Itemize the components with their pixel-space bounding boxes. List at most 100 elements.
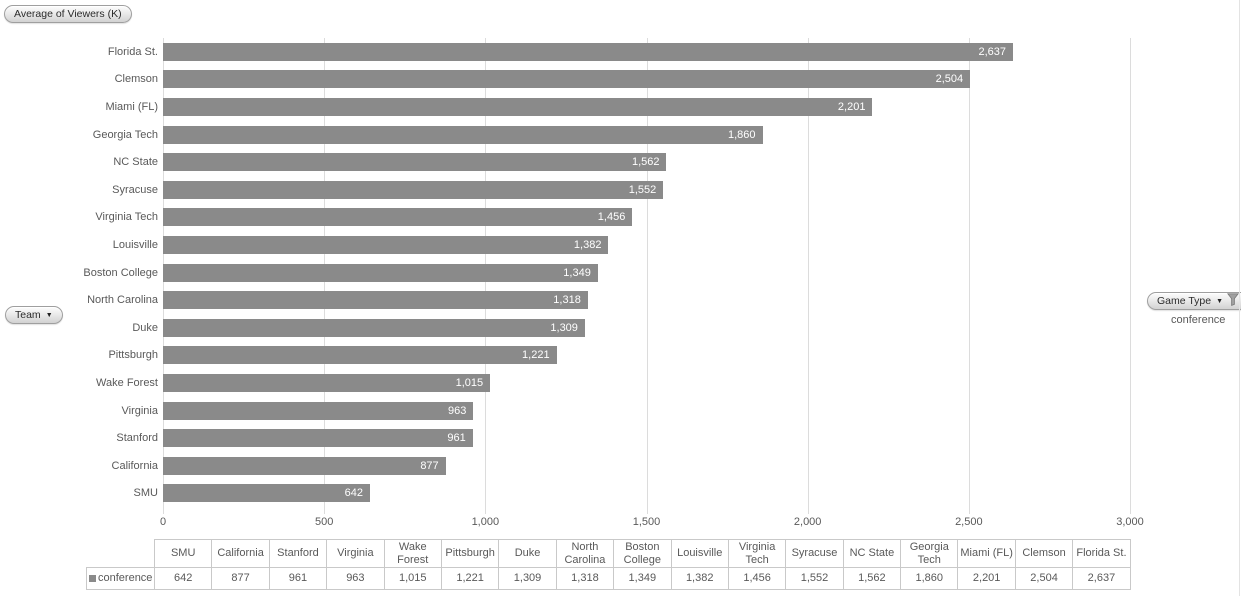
legend-entry-label: conference [1171, 314, 1226, 326]
bar[interactable]: 642 [163, 484, 370, 503]
bar-data-label: 877 [420, 459, 439, 472]
category-label: Clemson [114, 73, 158, 86]
x-axis-tick-label: 3,000 [1116, 516, 1144, 528]
table-header-cell: Louisville [670, 538, 729, 569]
bar-data-label: 1,309 [550, 321, 578, 334]
table-header-cell: North Carolina [555, 538, 615, 569]
table-header-cell: Syracuse [785, 538, 844, 569]
bar-series: 2,637 2,504 2,201 1,860 1,562 1,552 1,456 1,382… [163, 38, 1130, 507]
bar-row: 1,349 [163, 259, 1130, 287]
table-value-cell: 1,456 [727, 567, 787, 591]
bar[interactable]: 2,637 [163, 42, 1013, 61]
table-value-cell: 1,015 [383, 567, 442, 591]
table-value-cell: 2,504 [1014, 567, 1074, 591]
bar[interactable]: 1,382 [163, 235, 609, 254]
bar[interactable]: 961 [163, 429, 473, 448]
bar[interactable]: 1,562 [163, 153, 667, 172]
table-value-cell: 961 [268, 567, 328, 591]
category-label: Stanford [116, 432, 158, 445]
value-axis: 0 500 1,000 1,500 2,000 2,500 3,000 [159, 516, 1144, 530]
legend-entry-conference[interactable]: conference [1158, 314, 1225, 326]
bar-row: 963 [163, 397, 1130, 425]
x-axis-tick-label: 2,000 [793, 516, 822, 528]
bar[interactable]: 963 [163, 401, 474, 420]
team-field-label: Team [15, 309, 41, 321]
bar-row: 1,318 [163, 286, 1130, 314]
bar[interactable]: 1,015 [163, 373, 491, 392]
category-label: Miami (FL) [105, 100, 158, 113]
gridline [1130, 38, 1131, 514]
bar-data-label: 1,456 [597, 211, 626, 224]
x-axis-tick-label: 0 [159, 516, 167, 528]
bar-data-label: 1,318 [553, 294, 581, 307]
bar-row: 1,221 [163, 342, 1130, 370]
bar[interactable]: 2,504 [163, 70, 971, 89]
category-label: Boston College [83, 266, 158, 279]
category-label: Syracuse [112, 183, 158, 196]
table-header-cell: Virginia [326, 538, 385, 569]
bar[interactable]: 1,349 [163, 263, 598, 282]
category-label: Duke [132, 321, 158, 334]
series-key-icon [89, 575, 96, 583]
table-value-cell: 1,562 [842, 567, 902, 591]
category-label: NC State [113, 156, 158, 169]
chevron-down-icon: ▼ [45, 311, 53, 319]
chart-border [1239, 0, 1240, 596]
bar-data-label: 642 [344, 487, 363, 500]
table-header-cell: Virginia Tech [727, 538, 787, 569]
bar-data-label: 963 [448, 404, 467, 417]
bar[interactable]: 1,318 [163, 291, 588, 310]
bar-data-label: 1,382 [573, 238, 602, 251]
bar-row: 1,860 [163, 121, 1130, 149]
category-label: SMU [133, 487, 158, 500]
table-value-cell: 1,860 [900, 567, 959, 591]
table-value-cell: 1,318 [555, 567, 615, 591]
bar-data-label: 1,552 [628, 183, 657, 196]
x-axis-tick-label: 1,500 [632, 516, 661, 528]
table-header-cell: Pittsburgh [440, 538, 500, 569]
bar[interactable]: 1,456 [163, 208, 633, 227]
bar-row: 1,562 [163, 148, 1130, 176]
category-label: Virginia Tech [95, 211, 158, 224]
category-label: North Carolina [87, 294, 158, 307]
table-corner-cell [87, 540, 155, 568]
game-type-legend-field-button[interactable]: Game Type ▼ [1147, 292, 1241, 310]
table-header-cell: Boston College [613, 538, 672, 569]
table-header-cell: Wake Forest [383, 538, 442, 569]
bar-data-label: 961 [447, 432, 466, 445]
table-value-cell: 2,201 [957, 567, 1016, 591]
table-value-cell: 877 [211, 567, 270, 591]
table-value-cell: 1,382 [670, 567, 729, 591]
bar[interactable]: 1,309 [163, 318, 585, 337]
bar-data-label: 2,504 [935, 73, 964, 86]
category-label: California [111, 459, 158, 472]
category-label: Virginia [121, 404, 159, 417]
legend-swatch [1158, 316, 1166, 324]
game-type-field-label: Game Type [1157, 295, 1212, 307]
x-axis-tick-label: 1,000 [471, 516, 500, 528]
bar-row: 2,201 [163, 93, 1130, 121]
table-header-cell: California [211, 538, 270, 569]
bar[interactable]: 877 [163, 456, 446, 475]
table-value-cell: 1,349 [613, 567, 672, 591]
bar[interactable]: 2,201 [163, 97, 873, 116]
team-axis-field-button[interactable]: Team ▼ [5, 306, 63, 324]
series-name-label: conference [98, 572, 153, 585]
table-value-cell: 963 [326, 567, 385, 591]
bar-data-label: 1,860 [728, 128, 756, 141]
x-axis-tick-label: 500 [314, 516, 334, 528]
x-axis-tick-label: 2,500 [955, 516, 983, 528]
bar-row: 1,015 [163, 369, 1130, 397]
category-label: Florida St. [107, 45, 158, 58]
values-field-button[interactable]: Average of Viewers (K) [4, 5, 132, 23]
bar[interactable]: 1,552 [163, 180, 664, 199]
bar-row: 961 [163, 424, 1130, 452]
bar-row: 1,552 [163, 176, 1130, 204]
chevron-down-icon: ▼ [1216, 297, 1224, 305]
bar[interactable]: 1,860 [163, 125, 763, 144]
table-header-cell: Georgia Tech [900, 538, 959, 569]
category-label: Georgia Tech [92, 128, 158, 141]
bar-row: 2,637 [163, 38, 1130, 66]
bar[interactable]: 1,221 [163, 346, 557, 365]
